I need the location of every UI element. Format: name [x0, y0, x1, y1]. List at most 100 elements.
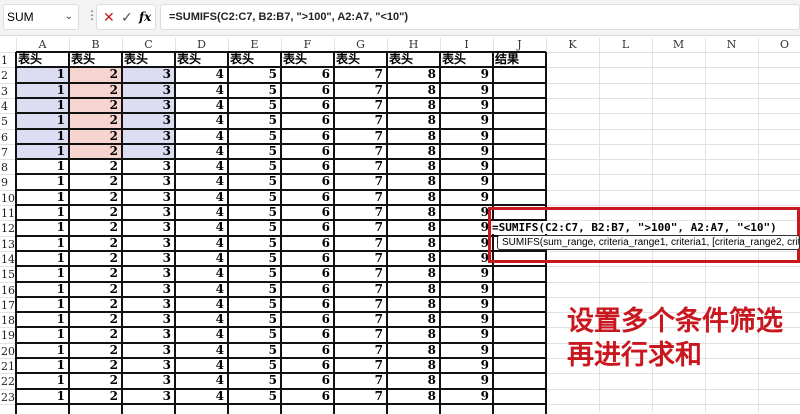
- data-cell[interactable]: 5: [268, 373, 277, 388]
- data-cell[interactable]: 4: [215, 113, 224, 128]
- data-cell[interactable]: 3: [162, 250, 171, 265]
- data-cell[interactable]: 5: [268, 388, 277, 403]
- data-cell[interactable]: 1: [56, 388, 65, 403]
- row-header-1[interactable]: 1: [1, 54, 8, 67]
- data-cell[interactable]: 2: [109, 358, 118, 372]
- data-cell[interactable]: 6: [321, 296, 330, 311]
- data-cell[interactable]: 8: [427, 113, 436, 128]
- data-cell[interactable]: 5: [268, 312, 277, 327]
- data-cell[interactable]: 6: [321, 113, 330, 128]
- column-header-A[interactable]: A: [38, 38, 47, 51]
- data-cell[interactable]: 2: [109, 388, 118, 403]
- header-cell[interactable]: 表头: [336, 52, 361, 66]
- data-cell[interactable]: 9: [480, 342, 489, 357]
- data-cell[interactable]: 4: [215, 296, 224, 311]
- row-header-16[interactable]: 16: [1, 283, 15, 297]
- data-cell[interactable]: 4: [215, 128, 224, 143]
- column-header-L[interactable]: L: [621, 38, 630, 51]
- header-cell[interactable]: 结果: [495, 52, 520, 66]
- data-cell[interactable]: 4: [215, 67, 224, 82]
- data-cell[interactable]: 7: [374, 205, 383, 219]
- data-cell[interactable]: 5: [268, 128, 277, 143]
- data-cell[interactable]: 2: [109, 250, 118, 265]
- row-header-17[interactable]: 17: [1, 298, 15, 312]
- data-cell[interactable]: 4: [215, 358, 224, 372]
- data-cell[interactable]: 3: [162, 97, 171, 112]
- data-cell[interactable]: 8: [427, 67, 436, 82]
- data-cell[interactable]: 9: [480, 281, 489, 296]
- data-cell[interactable]: 9: [480, 128, 489, 143]
- data-cell[interactable]: 8: [427, 159, 436, 174]
- data-cell[interactable]: 9: [480, 174, 489, 189]
- data-cell[interactable]: 5: [268, 159, 277, 174]
- row-header-3[interactable]: 3: [1, 84, 8, 98]
- data-cell[interactable]: 9: [480, 250, 489, 265]
- data-cell[interactable]: 8: [427, 235, 436, 250]
- data-cell[interactable]: 2: [109, 159, 118, 174]
- column-header-I[interactable]: I: [464, 38, 469, 51]
- data-cell[interactable]: 7: [374, 342, 383, 357]
- cell-editor[interactable]: =SUMIFS(C2:C7, B2:B7, ">100", A2:A7, "<1…: [492, 221, 797, 234]
- data-cell[interactable]: 8: [427, 97, 436, 112]
- data-cell[interactable]: 2: [109, 113, 118, 128]
- data-cell[interactable]: 1: [56, 143, 65, 158]
- data-cell[interactable]: 6: [321, 281, 330, 296]
- data-cell[interactable]: 2: [109, 281, 118, 296]
- data-cell[interactable]: 6: [321, 189, 330, 204]
- formula-input[interactable]: =SUMIFS(C2:C7, B2:B7, ">100", A2:A7, "<1…: [160, 4, 800, 30]
- data-cell[interactable]: 8: [427, 358, 436, 372]
- data-cell[interactable]: 3: [162, 174, 171, 189]
- data-cell[interactable]: 1: [56, 159, 65, 174]
- row-header-2[interactable]: 2: [1, 69, 8, 83]
- data-cell[interactable]: 5: [268, 174, 277, 189]
- data-cell[interactable]: 1: [56, 205, 65, 219]
- row-header-15[interactable]: 15: [1, 268, 15, 282]
- data-cell[interactable]: 8: [427, 312, 436, 327]
- column-header-B[interactable]: B: [91, 38, 100, 51]
- header-cell[interactable]: 表头: [18, 52, 43, 66]
- data-cell[interactable]: 5: [268, 97, 277, 112]
- data-cell[interactable]: 1: [56, 373, 65, 388]
- data-cell[interactable]: 4: [215, 342, 224, 357]
- column-header-D[interactable]: D: [197, 38, 206, 51]
- data-cell[interactable]: 7: [374, 82, 383, 97]
- data-cell[interactable]: 5: [268, 205, 277, 219]
- data-cell[interactable]: 9: [480, 205, 489, 219]
- data-cell[interactable]: 2: [109, 312, 118, 327]
- data-cell[interactable]: 8: [427, 174, 436, 189]
- data-cell[interactable]: 1: [56, 113, 65, 128]
- data-cell[interactable]: 8: [427, 296, 436, 311]
- data-cell[interactable]: 3: [162, 312, 171, 327]
- data-cell[interactable]: 7: [374, 358, 383, 372]
- data-cell[interactable]: 7: [374, 250, 383, 265]
- data-cell[interactable]: 2: [109, 220, 118, 235]
- row-header-5[interactable]: 5: [1, 115, 8, 129]
- data-cell[interactable]: 2: [109, 342, 118, 357]
- data-cell[interactable]: 1: [56, 189, 65, 204]
- data-cell[interactable]: 3: [162, 373, 171, 388]
- data-cell[interactable]: 6: [321, 174, 330, 189]
- data-cell[interactable]: 7: [374, 67, 383, 82]
- row-header-11[interactable]: 11: [1, 207, 15, 220]
- data-cell[interactable]: 2: [109, 296, 118, 311]
- data-cell[interactable]: 2: [109, 82, 118, 97]
- data-cell[interactable]: 2: [109, 174, 118, 189]
- data-cell[interactable]: 4: [215, 281, 224, 296]
- row-header-8[interactable]: 8: [1, 161, 8, 175]
- name-box[interactable]: SUM ⌄: [3, 4, 79, 30]
- data-cell[interactable]: 3: [162, 82, 171, 97]
- data-cell[interactable]: 2: [109, 266, 118, 281]
- data-cell[interactable]: 3: [162, 281, 171, 296]
- data-cell[interactable]: 3: [162, 67, 171, 82]
- data-cell[interactable]: 6: [321, 342, 330, 357]
- data-cell[interactable]: 5: [268, 113, 277, 128]
- data-cell[interactable]: 7: [374, 128, 383, 143]
- data-cell[interactable]: 4: [215, 220, 224, 235]
- data-cell[interactable]: 6: [321, 235, 330, 250]
- data-cell[interactable]: 2: [109, 327, 118, 342]
- row-header-19[interactable]: 19: [1, 329, 15, 343]
- header-cell[interactable]: 表头: [389, 52, 414, 66]
- data-cell[interactable]: 9: [480, 235, 489, 250]
- header-cell[interactable]: 表头: [124, 52, 149, 66]
- data-cell[interactable]: 1: [56, 342, 65, 357]
